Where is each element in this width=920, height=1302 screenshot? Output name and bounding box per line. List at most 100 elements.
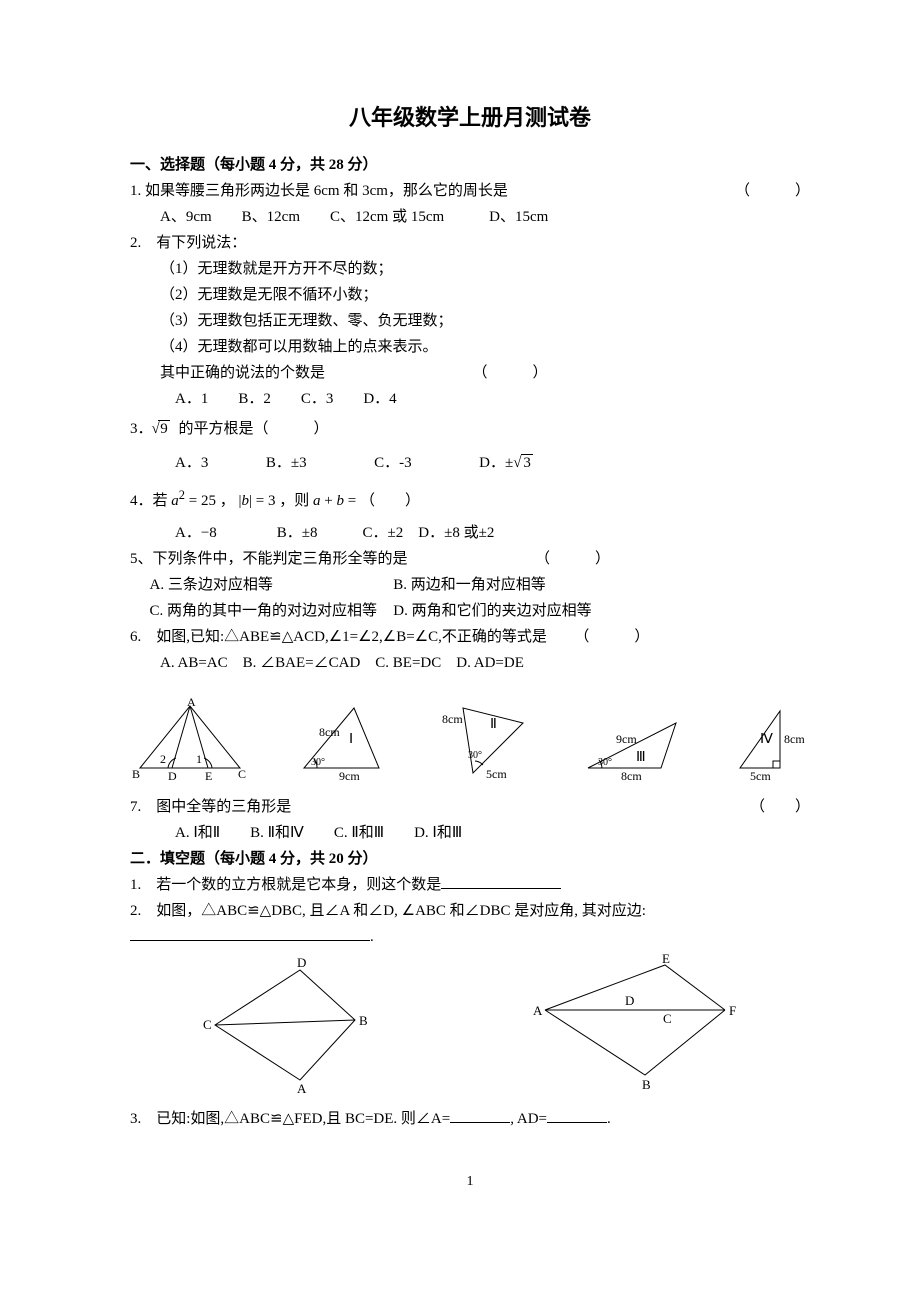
kite-D: D	[297, 955, 306, 970]
q2-lead: 2. 有下列说法：	[130, 231, 810, 255]
q5: 5、下列条件中，不能判定三角形全等的是 （ ）	[130, 547, 810, 571]
q5-paren: （ ）	[535, 551, 610, 567]
q7-paren: （ ）	[750, 795, 810, 819]
q2-s4: （4）无理数都可以用数轴上的点来表示。	[130, 335, 810, 359]
lbl-B: B	[132, 767, 140, 781]
q6-text: 6. 如图,已知:△ABE≌△ACD,∠1=∠2,∠B=∠C,不正确的等式是	[130, 629, 547, 645]
q2-ask: 其中正确的说法的个数是 （ ）	[130, 361, 810, 385]
fig-q6-triangle: A B D E C 2 1	[130, 698, 250, 783]
q2-s3: （3）无理数包括正无理数、零、负无理数；	[130, 309, 810, 333]
cross-A: A	[533, 1003, 543, 1018]
t2-side2: 5cm	[486, 767, 507, 781]
q4-eq3: a + b =	[313, 493, 360, 509]
page-number: 1	[130, 1171, 810, 1193]
fill-figs-row: D C B A A F E B D C	[130, 955, 810, 1095]
q3-sqrt3: 3	[521, 454, 533, 471]
q6-paren: （ ）	[574, 629, 649, 645]
cross-F: F	[729, 1003, 736, 1018]
q7-text: 7. 图中全等的三角形是	[130, 799, 291, 815]
t1-ang: 30°	[311, 757, 325, 768]
fig-cross: A F E B D C	[525, 955, 745, 1095]
t1-side1: 8cm	[319, 725, 340, 739]
t3-side1: 9cm	[616, 732, 637, 746]
fig-kite: D C B A	[195, 955, 395, 1095]
fill1: 1. 若一个数的立方根就是它本身，则这个数是	[130, 873, 810, 897]
q5-text: 5、下列条件中，不能判定三角形全等的是	[130, 551, 408, 567]
cross-B: B	[642, 1077, 651, 1092]
q1-options: A、9cm B、12cm C、12cm 或 15cm D、15cm	[130, 205, 810, 229]
fill1-text: 1. 若一个数的立方根就是它本身，则这个数是	[130, 877, 441, 893]
fill2: 2. 如图，△ABC≌△DBC, 且∠A 和∠D, ∠ABC 和∠DBC 是对应…	[130, 899, 810, 923]
lbl-E: E	[205, 769, 212, 783]
q4-eq1: a2 = 25	[171, 493, 216, 509]
cross-E: E	[662, 951, 670, 966]
q3-text-b: 的平方根是（ ）	[179, 421, 329, 437]
t2-side1: 8cm	[442, 712, 463, 726]
q1-paren: （ ）	[735, 179, 810, 203]
q4: 4．若 a2 = 25 ， |b| = 3 ，则 a + b = （ ）	[130, 485, 810, 513]
q3-radical-sign: √	[152, 421, 175, 437]
kite-A: A	[297, 1081, 307, 1096]
fill3-blank1[interactable]	[450, 1107, 510, 1123]
q5-optC: C. 两角的其中一角的对边对应相等	[150, 599, 390, 623]
q2-ask-text: 其中正确的说法的个数是	[160, 365, 325, 381]
q2-options: A．1 B．2 C．3 D．4	[130, 387, 810, 411]
q5-optD: D. 两角和它们的夹边对应相等	[393, 603, 591, 619]
q5-optB: B. 两边和一角对应相等	[393, 577, 546, 593]
fill2-blank[interactable]	[130, 925, 370, 941]
lbl-ang2: 2	[160, 752, 166, 766]
fill3-blank2[interactable]	[547, 1107, 607, 1123]
lbl-D: D	[168, 769, 177, 783]
fig-triangle-4: 8cm 5cm Ⅳ	[730, 703, 810, 783]
q7-options: A. Ⅰ和Ⅱ B. Ⅱ和Ⅳ C. Ⅱ和Ⅲ D. Ⅰ和Ⅲ	[130, 821, 810, 845]
t4-side2: 5cm	[750, 769, 771, 783]
q5-row1: A. 三条边对应相等 B. 两边和一角对应相等	[130, 573, 810, 597]
fig-triangle-1: 8cm 9cm 30° Ⅰ	[289, 698, 399, 783]
kite-C: C	[203, 1017, 212, 1032]
fill2-blank-row: .	[130, 925, 810, 949]
fig-triangle-3: 9cm 8cm 30° Ⅲ	[576, 708, 691, 783]
q6-options: A. AB=AC B. ∠BAE=∠CAD C. BE=DC D. AD=DE	[130, 651, 810, 675]
q4-lead-a: 4．若	[130, 493, 171, 509]
fill3-a: 3. 已知:如图,△ABC≌△FED,且 BC=DE. 则∠A=	[130, 1111, 450, 1127]
fill3: 3. 已知:如图,△ABC≌△FED,且 BC=DE. 则∠A= , AD=.	[130, 1107, 810, 1131]
q2-s2: （2）无理数是无限不循环小数；	[130, 283, 810, 307]
q3-optC: C．-3	[374, 455, 412, 471]
q1: 1. 如果等腰三角形两边长是 6cm 和 3cm，那么它的周长是 （ ）	[130, 179, 810, 203]
q3: 3． 9 √ 的平方根是（ ）	[130, 417, 810, 441]
t1-side2: 9cm	[339, 769, 360, 783]
section1-heading: 一、选择题（每小题 4 分，共 28 分）	[130, 153, 810, 177]
t4-label: Ⅳ	[760, 732, 773, 747]
q3-optB: B．±3	[266, 455, 307, 471]
figures-row: A B D E C 2 1 8cm 9cm 30° Ⅰ 8cm 5cm	[130, 683, 810, 783]
cross-C: C	[663, 1011, 672, 1026]
fill1-blank[interactable]	[441, 873, 561, 889]
fill3-b: , AD=	[510, 1111, 547, 1127]
t3-label: Ⅲ	[636, 750, 646, 765]
q4-eq2: |b| = 3	[239, 493, 276, 509]
t1-label: Ⅰ	[349, 732, 353, 747]
q1-text: 1. 如果等腰三角形两边长是 6cm 和 3cm，那么它的周长是	[130, 183, 508, 199]
q4-lead-c: ，则	[279, 493, 313, 509]
q3-text-a: 3．	[130, 421, 153, 437]
q3-optA: A．3	[175, 455, 208, 471]
q2-paren: （ ）	[473, 365, 548, 381]
t2-label: Ⅱ	[490, 717, 497, 732]
t3-ang: 30°	[598, 757, 612, 768]
q3-options: A．3 B．±3 C．-3 D．±√3	[130, 451, 810, 475]
q6: 6. 如图,已知:△ABE≌△ACD,∠1=∠2,∠B=∠C,不正确的等式是 （…	[130, 625, 810, 649]
t2-ang: 30°	[468, 750, 482, 761]
t3-side2: 8cm	[621, 769, 642, 783]
fig-triangle-2: 8cm 5cm 30° Ⅱ	[438, 683, 538, 783]
section2-heading: 二．填空题（每小题 4 分，共 20 分）	[130, 847, 810, 871]
lbl-A: A	[187, 695, 196, 709]
fill3-c: .	[607, 1111, 611, 1127]
lbl-ang1: 1	[196, 752, 202, 766]
q5-optA: A. 三条边对应相等	[150, 573, 390, 597]
q2-s1: （1）无理数就是开方开不尽的数；	[130, 257, 810, 281]
page-title: 八年级数学上册月测试卷	[130, 100, 810, 135]
kite-B: B	[359, 1013, 368, 1028]
q4-lead-b: ，	[220, 493, 235, 509]
q4-lead-d: （ ）	[360, 493, 420, 509]
q5-row2: C. 两角的其中一角的对边对应相等 D. 两角和它们的夹边对应相等	[130, 599, 810, 623]
